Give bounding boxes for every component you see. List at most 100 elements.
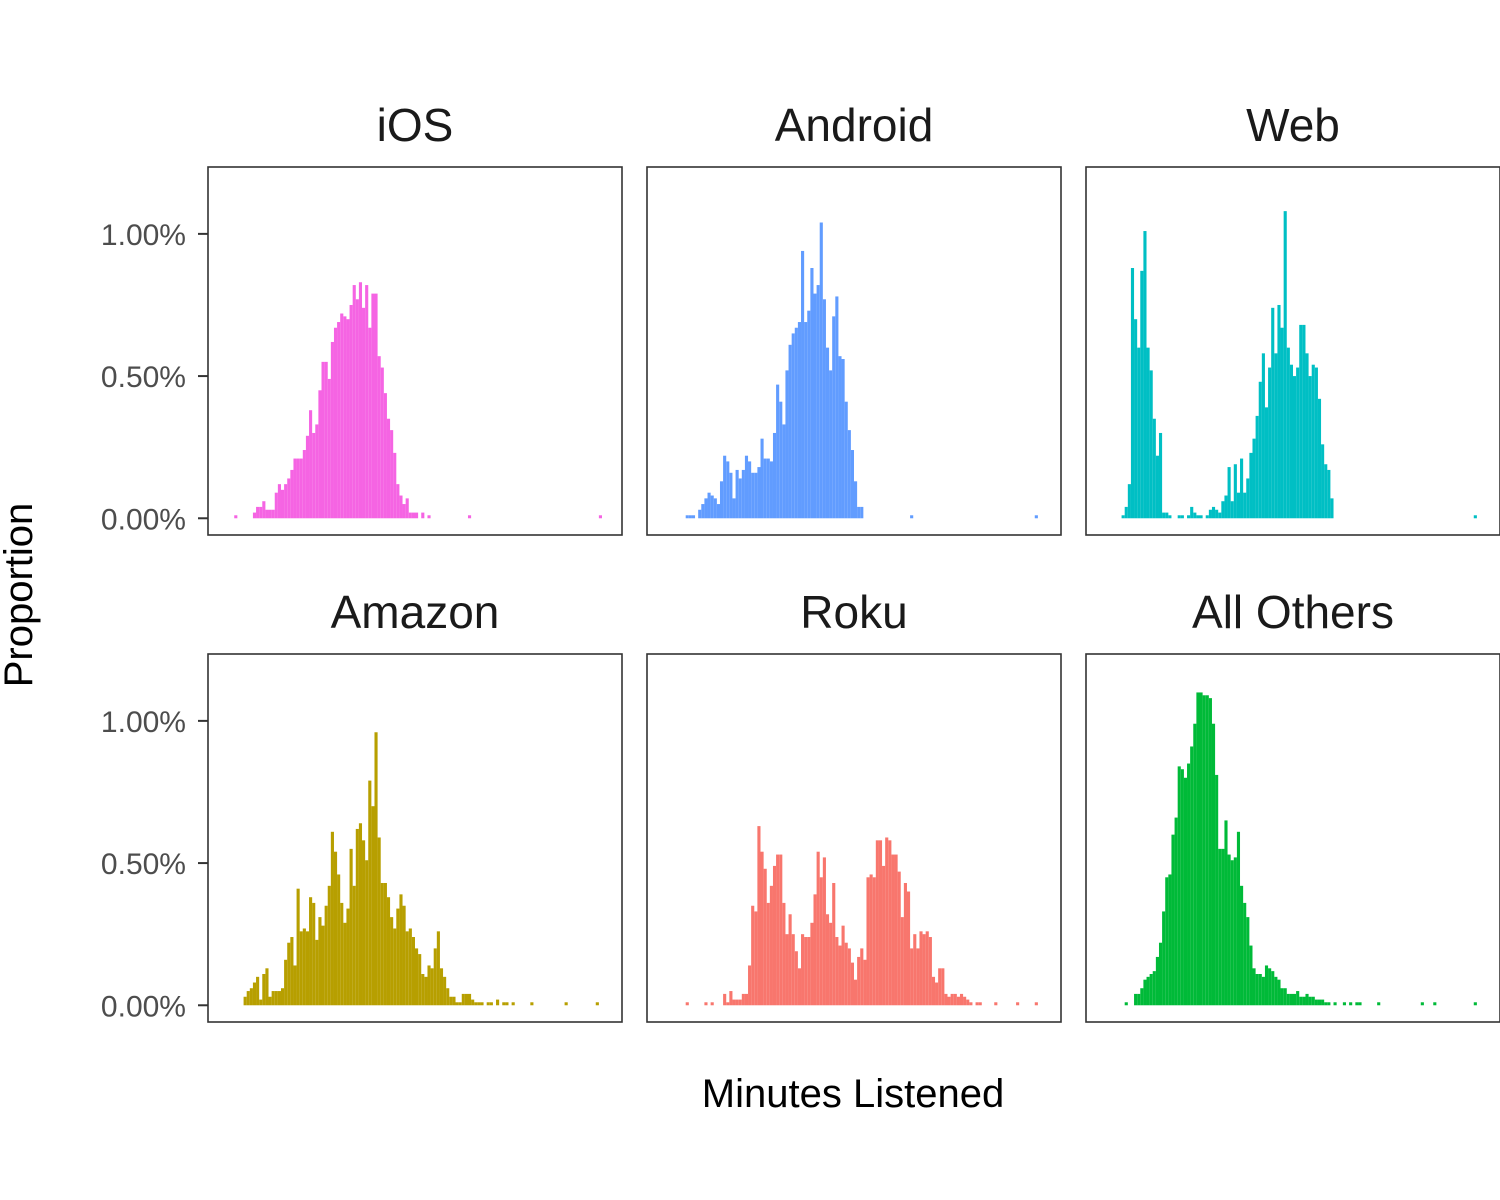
histogram-bar: [766, 458, 770, 519]
histogram-bar: [305, 435, 310, 519]
histogram-bar: [1433, 1002, 1437, 1006]
histogram-bar: [922, 934, 926, 1006]
histogram-bar: [371, 806, 375, 1006]
histogram-bar: [738, 999, 742, 1006]
histogram-bar: [1246, 478, 1250, 519]
histogram-bar: [302, 450, 306, 519]
histogram-bar: [234, 515, 238, 519]
histogram-bar: [595, 1002, 599, 1006]
histogram-bar: [268, 509, 272, 519]
histogram-bar: [380, 882, 384, 1006]
histogram-bar: [271, 991, 275, 1006]
histogram-bar: [284, 484, 288, 519]
histogram-bar: [296, 888, 300, 1006]
histogram-bar: [368, 780, 372, 1006]
histogram-bar: [847, 430, 851, 519]
histogram-bar: [1137, 993, 1141, 1006]
histogram-bar: [259, 506, 263, 519]
histogram-bar: [1174, 817, 1178, 1006]
histogram-bar: [891, 854, 895, 1006]
histogram-bar: [935, 982, 939, 1006]
histogram-bar: [741, 469, 745, 519]
histogram-bar: [816, 851, 820, 1006]
histogram-bar: [436, 931, 440, 1006]
histogram-bar: [418, 954, 422, 1006]
histogram-bar: [1289, 993, 1293, 1006]
facet-panel-all-others: All Others: [1085, 586, 1500, 1023]
panel-border: [646, 166, 1062, 536]
histogram-bar: [1327, 469, 1331, 519]
histogram-bar: [505, 1002, 509, 1006]
histogram-bar: [738, 478, 742, 519]
histogram-bar: [769, 885, 773, 1006]
histogram-bar: [296, 458, 300, 519]
histogram-bar: [1155, 956, 1159, 1006]
histogram-bar: [421, 974, 425, 1006]
histogram-bar: [268, 996, 272, 1006]
histogram-bar: [1333, 1002, 1337, 1006]
histogram-bar: [854, 979, 858, 1006]
histogram-bar: [287, 478, 291, 519]
histogram-bar: [797, 322, 802, 519]
histogram-bar: [860, 506, 864, 519]
histogram-bar: [1146, 976, 1150, 1006]
histogram-bar: [449, 996, 453, 1006]
histogram-bar: [1143, 231, 1147, 519]
histogram-bar: [816, 285, 820, 519]
histogram-bar: [701, 504, 705, 519]
histogram-bar: [748, 461, 752, 519]
histogram-bar: [343, 922, 347, 1006]
histogram-bar: [1233, 857, 1237, 1006]
histogram-bar: [894, 854, 898, 1006]
histogram-bar: [910, 948, 914, 1006]
histogram-bar: [751, 472, 755, 519]
histogram-bar: [455, 1002, 459, 1006]
histogram-bar: [1221, 501, 1225, 519]
histogram-bar: [393, 452, 397, 519]
histogram-bar: [785, 934, 789, 1006]
histogram-bar: [1330, 498, 1334, 519]
facet-panels: iOS 0.00% 0.50% 1.00% Android Web Amazon 0.00% 0…: [101, 99, 1500, 1023]
histogram-bar: [1152, 971, 1156, 1006]
histogram-bar: [947, 996, 951, 1006]
histogram-bar: [779, 854, 783, 1006]
histogram-bar: [978, 1002, 982, 1006]
histogram-bar: [772, 865, 777, 1006]
histogram-bar: [1218, 848, 1222, 1006]
facet-title: iOS: [377, 99, 454, 151]
histogram-bar: [1268, 968, 1272, 1006]
histogram-bar: [352, 285, 356, 519]
histogram-bar: [371, 293, 375, 519]
histogram-bar: [411, 512, 415, 519]
histogram-bar: [1034, 1002, 1038, 1006]
histogram-bar: [785, 370, 789, 519]
histogram-bar: [938, 968, 942, 1006]
histogram-bar: [1289, 364, 1293, 519]
histogram-bar: [1286, 993, 1290, 1006]
histogram-bar: [760, 438, 764, 519]
histogram-bar: [975, 1002, 979, 1006]
histogram-bar: [377, 356, 381, 519]
facet-title: Amazon: [331, 586, 500, 638]
histogram-bar: [906, 891, 911, 1006]
histogram-bar: [754, 472, 758, 519]
histogram-bar: [710, 1002, 714, 1006]
histogram-bar: [1311, 996, 1315, 1006]
histogram-bar: [757, 467, 761, 519]
histogram-bar: [903, 882, 907, 1006]
histogram-bar: [1317, 398, 1322, 519]
histogram-bar: [1274, 353, 1278, 519]
histogram-bar: [850, 962, 854, 1006]
histogram-bar: [1473, 515, 1477, 519]
y-tick-label: 0.00%: [101, 990, 186, 1023]
histogram-bar: [1183, 777, 1188, 1006]
histogram-bar: [723, 455, 727, 519]
histogram-bar: [502, 1002, 506, 1006]
histogram-bar: [421, 512, 425, 519]
histogram-bar: [869, 874, 873, 1006]
histogram-bar: [944, 993, 948, 1006]
histogram-bar: [797, 968, 802, 1006]
histogram-bar: [779, 401, 783, 519]
histogram-bar: [841, 359, 845, 519]
histogram-bar: [1190, 506, 1194, 519]
